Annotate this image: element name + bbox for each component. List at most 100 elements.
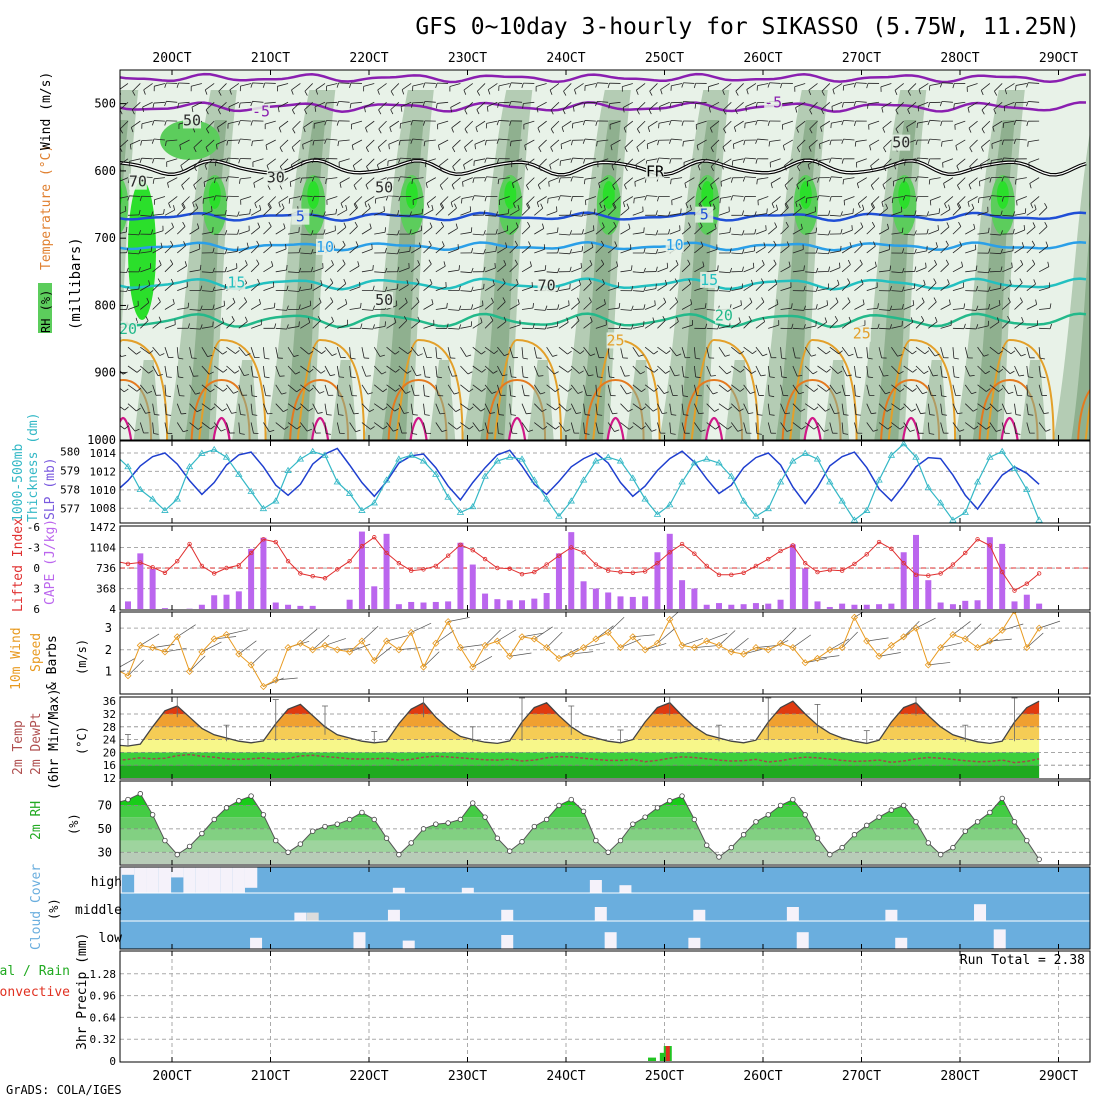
wind-barb-flag: [164, 82, 167, 88]
li-point: [347, 558, 352, 564]
wind-barb: [240, 138, 252, 141]
wind-barb-flag: [957, 203, 962, 208]
wind-barb-flag: [685, 203, 689, 209]
wind-barb-flag: [451, 127, 454, 133]
wind-barb: [671, 119, 683, 122]
cape-bar: [876, 604, 883, 609]
wind-barb-flag: [912, 388, 917, 392]
wind-barb: [300, 403, 309, 412]
wind-barb: [549, 83, 560, 91]
wind-barb: [993, 101, 1003, 110]
wind-barb: [509, 263, 518, 273]
wind-barb: [917, 101, 929, 107]
wind-barb: [472, 288, 484, 292]
wind-barb-flag: [870, 165, 873, 171]
wind-barb: [829, 284, 840, 291]
wind-barb-flag: [618, 323, 621, 329]
wind-barb: [892, 196, 904, 199]
wind-barb-flag: [365, 184, 369, 190]
rh-high-blob: [6, 175, 30, 235]
li-point: [999, 569, 1005, 575]
wind-barb-flag: [977, 197, 980, 204]
wind-barb: [398, 422, 403, 434]
wind-barb-flag: [889, 305, 893, 311]
wind-barb: [129, 158, 141, 162]
wind-barb: [79, 385, 80, 396]
wind-barb-flag: [336, 82, 340, 88]
wind-barb-flag: [245, 353, 251, 356]
wind-barb: [497, 213, 509, 216]
wind-barb-flag: [952, 83, 955, 89]
wind-barb: [214, 288, 226, 292]
wind-barb-flag: [907, 91, 911, 96]
wind-barb: [755, 403, 758, 415]
wind-barb-flag: [741, 266, 744, 272]
wind-barb-flag: [722, 90, 725, 95]
rh-point: [445, 820, 451, 826]
wind-barb: [881, 101, 892, 109]
wind-barb: [213, 422, 222, 432]
wind-barb: [300, 384, 310, 392]
wind-barb-flag: [826, 300, 829, 306]
wind-barb: [521, 207, 531, 216]
cape-bar: [789, 544, 796, 609]
wind-barb-flag: [384, 267, 388, 273]
wind-barb-flag: [372, 285, 375, 291]
wind-barb: [353, 177, 363, 186]
contour-label: 70: [129, 173, 147, 191]
wind-barb: [66, 231, 76, 234]
wind-barb-flag: [243, 297, 248, 302]
wind-barb: [509, 422, 513, 434]
wind-barb-flag: [345, 204, 348, 211]
wind-barb: [386, 384, 396, 392]
wind-barb: [206, 120, 215, 130]
wind10-point: [432, 639, 440, 647]
thickness-point: [1010, 464, 1019, 472]
contour-label: 20: [715, 307, 733, 325]
wind-barb: [831, 176, 843, 179]
wind-barb-flag: [886, 408, 892, 412]
thickness-point: [912, 453, 920, 460]
wind-barb-flag: [735, 91, 739, 96]
wind-barb: [336, 403, 339, 415]
cape-bar: [1036, 603, 1043, 609]
panel-frame-slp: [119, 440, 1091, 524]
wind-barb: [989, 252, 1001, 255]
wind-barb: [1038, 347, 1041, 359]
wind-barb-flag: [325, 433, 331, 435]
wind-barb-flag: [780, 83, 783, 89]
wind-barb-flag: [145, 316, 149, 321]
contour-label: 25: [607, 331, 625, 349]
panel-bg-wind: [120, 612, 1090, 694]
wind-barb-flag: [601, 259, 605, 265]
wind-barb: [511, 139, 523, 142]
wind-barb-flag: [224, 283, 227, 290]
wind-barb: [228, 120, 239, 125]
wind-barb: [130, 139, 141, 145]
wind-barb: [375, 196, 387, 199]
cape-bar: [198, 604, 205, 609]
wind-barb: [66, 385, 69, 395]
wind-barb: [755, 282, 765, 291]
wind-barb: [201, 290, 213, 292]
wind-barb-flag: [975, 324, 979, 330]
wind-barb: [398, 384, 407, 394]
wind-barb-flag: [171, 222, 174, 228]
wind-barb: [129, 195, 141, 197]
wind-barb: [386, 346, 396, 355]
wind-barb: [805, 290, 817, 292]
wind-barb-flag: [826, 388, 831, 392]
wind-barb-flag: [914, 248, 917, 254]
cape-bar: [716, 603, 722, 609]
wind-barb: [868, 120, 880, 126]
wind-barb: [521, 226, 531, 235]
wind-barb: [312, 384, 320, 394]
wind-barb-flag: [463, 89, 467, 95]
wind-barb-flag: [595, 82, 598, 88]
wind-barb-flag: [990, 160, 992, 166]
wind-barb-flag: [331, 260, 334, 266]
wind-barb-flag: [945, 259, 949, 265]
wind-barb-flag: [97, 430, 102, 431]
wind10-point: [900, 633, 908, 641]
wind-barb: [929, 177, 941, 180]
